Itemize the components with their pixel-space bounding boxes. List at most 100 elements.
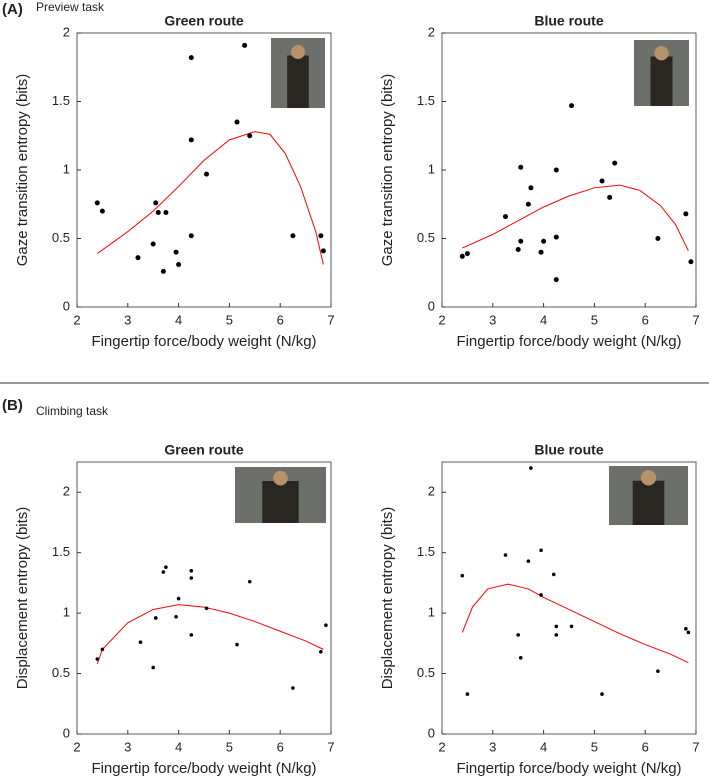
data-point — [503, 553, 508, 557]
data-point — [99, 208, 105, 214]
x-tick-label: 4 — [175, 739, 182, 754]
x-tick-label: 2 — [73, 739, 80, 754]
y-tick-label: 1 — [63, 605, 70, 620]
x-tick-label: 7 — [692, 312, 699, 327]
photo-figure — [632, 480, 665, 525]
data-point — [518, 238, 524, 244]
data-point — [600, 692, 604, 696]
x-tick-label: 3 — [124, 312, 131, 327]
x-tick-label: 7 — [692, 739, 699, 754]
x-tick-label: 4 — [540, 739, 547, 754]
data-point — [569, 103, 575, 109]
x-tick-label: 6 — [642, 312, 649, 327]
x-tick-label: 3 — [489, 312, 496, 327]
data-point — [290, 233, 296, 239]
data-point — [100, 647, 105, 652]
y-tick-label: 0 — [63, 298, 70, 313]
panel-caption: Preview task — [36, 0, 105, 14]
data-point — [160, 268, 166, 274]
x-tick-label: 6 — [277, 312, 284, 327]
data-point — [242, 42, 248, 48]
data-point — [553, 167, 559, 173]
data-point — [291, 686, 295, 690]
data-point — [173, 249, 179, 255]
y-tick-label: 0 — [63, 725, 70, 740]
data-point — [503, 214, 508, 220]
data-point — [164, 565, 168, 569]
data-point — [539, 548, 543, 553]
y-tick-label: 2 — [63, 484, 70, 499]
data-point — [554, 633, 559, 637]
data-point — [234, 119, 240, 125]
photo-head — [290, 44, 306, 60]
chart-title: Green route — [164, 442, 244, 458]
y-axis-label: Displacement entropy (bits) — [379, 507, 396, 690]
x-axis-label: Fingertip force/body weight (N/kg) — [91, 333, 316, 350]
data-point — [247, 133, 253, 139]
x-tick-label: 2 — [73, 312, 80, 327]
fit-curve — [461, 583, 689, 664]
x-axis-label: Fingertip force/body weight (N/kg) — [456, 760, 681, 777]
data-point — [686, 630, 691, 635]
data-point — [539, 593, 543, 597]
y-tick-label: 0 — [428, 298, 435, 313]
data-point — [569, 624, 574, 629]
x-tick-label: 6 — [277, 739, 284, 754]
data-point — [460, 573, 465, 578]
x-tick-label: 5 — [591, 739, 598, 754]
data-point — [518, 164, 524, 170]
data-point — [607, 194, 613, 200]
data-point — [465, 692, 470, 696]
data-point — [526, 559, 531, 563]
x-tick-label: 5 — [226, 739, 233, 754]
data-point — [153, 616, 158, 620]
data-point — [459, 253, 465, 259]
data-point — [204, 171, 210, 177]
panel-caption: Climbing task — [36, 404, 109, 418]
panel-label: (B) — [2, 397, 23, 414]
data-point — [324, 623, 328, 627]
y-tick-label: 1 — [428, 605, 435, 620]
data-point — [518, 656, 523, 660]
chart-title: Green route — [164, 13, 244, 29]
x-tick-label: 4 — [175, 312, 182, 327]
y-tick-label: 1.5 — [417, 544, 435, 559]
axes-box — [441, 461, 697, 735]
y-tick-label: 1 — [428, 161, 435, 176]
photo-head — [273, 470, 288, 486]
x-tick-label: 4 — [540, 312, 547, 327]
data-point — [189, 576, 194, 580]
y-tick-label: 0.5 — [52, 230, 70, 245]
data-point — [319, 649, 323, 654]
data-point — [94, 200, 100, 206]
y-axis-label: Gaze transition entropy (bits) — [14, 74, 31, 267]
x-axis-label: Fingertip force/body weight (N/kg) — [456, 333, 681, 350]
data-point — [320, 248, 326, 254]
data-point — [538, 249, 544, 255]
y-tick-label: 1 — [63, 161, 70, 176]
y-tick-label: 1.5 — [417, 93, 435, 108]
photo-figure — [650, 56, 673, 106]
x-tick-label: 7 — [327, 312, 334, 327]
data-point — [599, 178, 605, 184]
data-point — [656, 669, 660, 673]
y-axis-label: Gaze transition entropy (bits) — [379, 74, 396, 267]
x-tick-label: 5 — [591, 312, 598, 327]
data-point — [529, 466, 533, 470]
data-point — [318, 233, 324, 239]
data-point — [188, 233, 194, 239]
y-tick-label: 0.5 — [52, 665, 70, 680]
data-point — [612, 160, 618, 166]
data-point — [150, 241, 156, 247]
chart-title: Blue route — [534, 442, 603, 458]
x-tick-label: 2 — [438, 739, 445, 754]
data-point — [138, 640, 143, 644]
y-tick-label: 0 — [428, 725, 435, 740]
data-point — [515, 246, 521, 252]
data-point — [135, 255, 141, 261]
fit-curve — [462, 184, 689, 252]
photo-figure — [262, 481, 299, 523]
fit-curve — [96, 604, 324, 665]
fit-curve — [97, 131, 324, 265]
